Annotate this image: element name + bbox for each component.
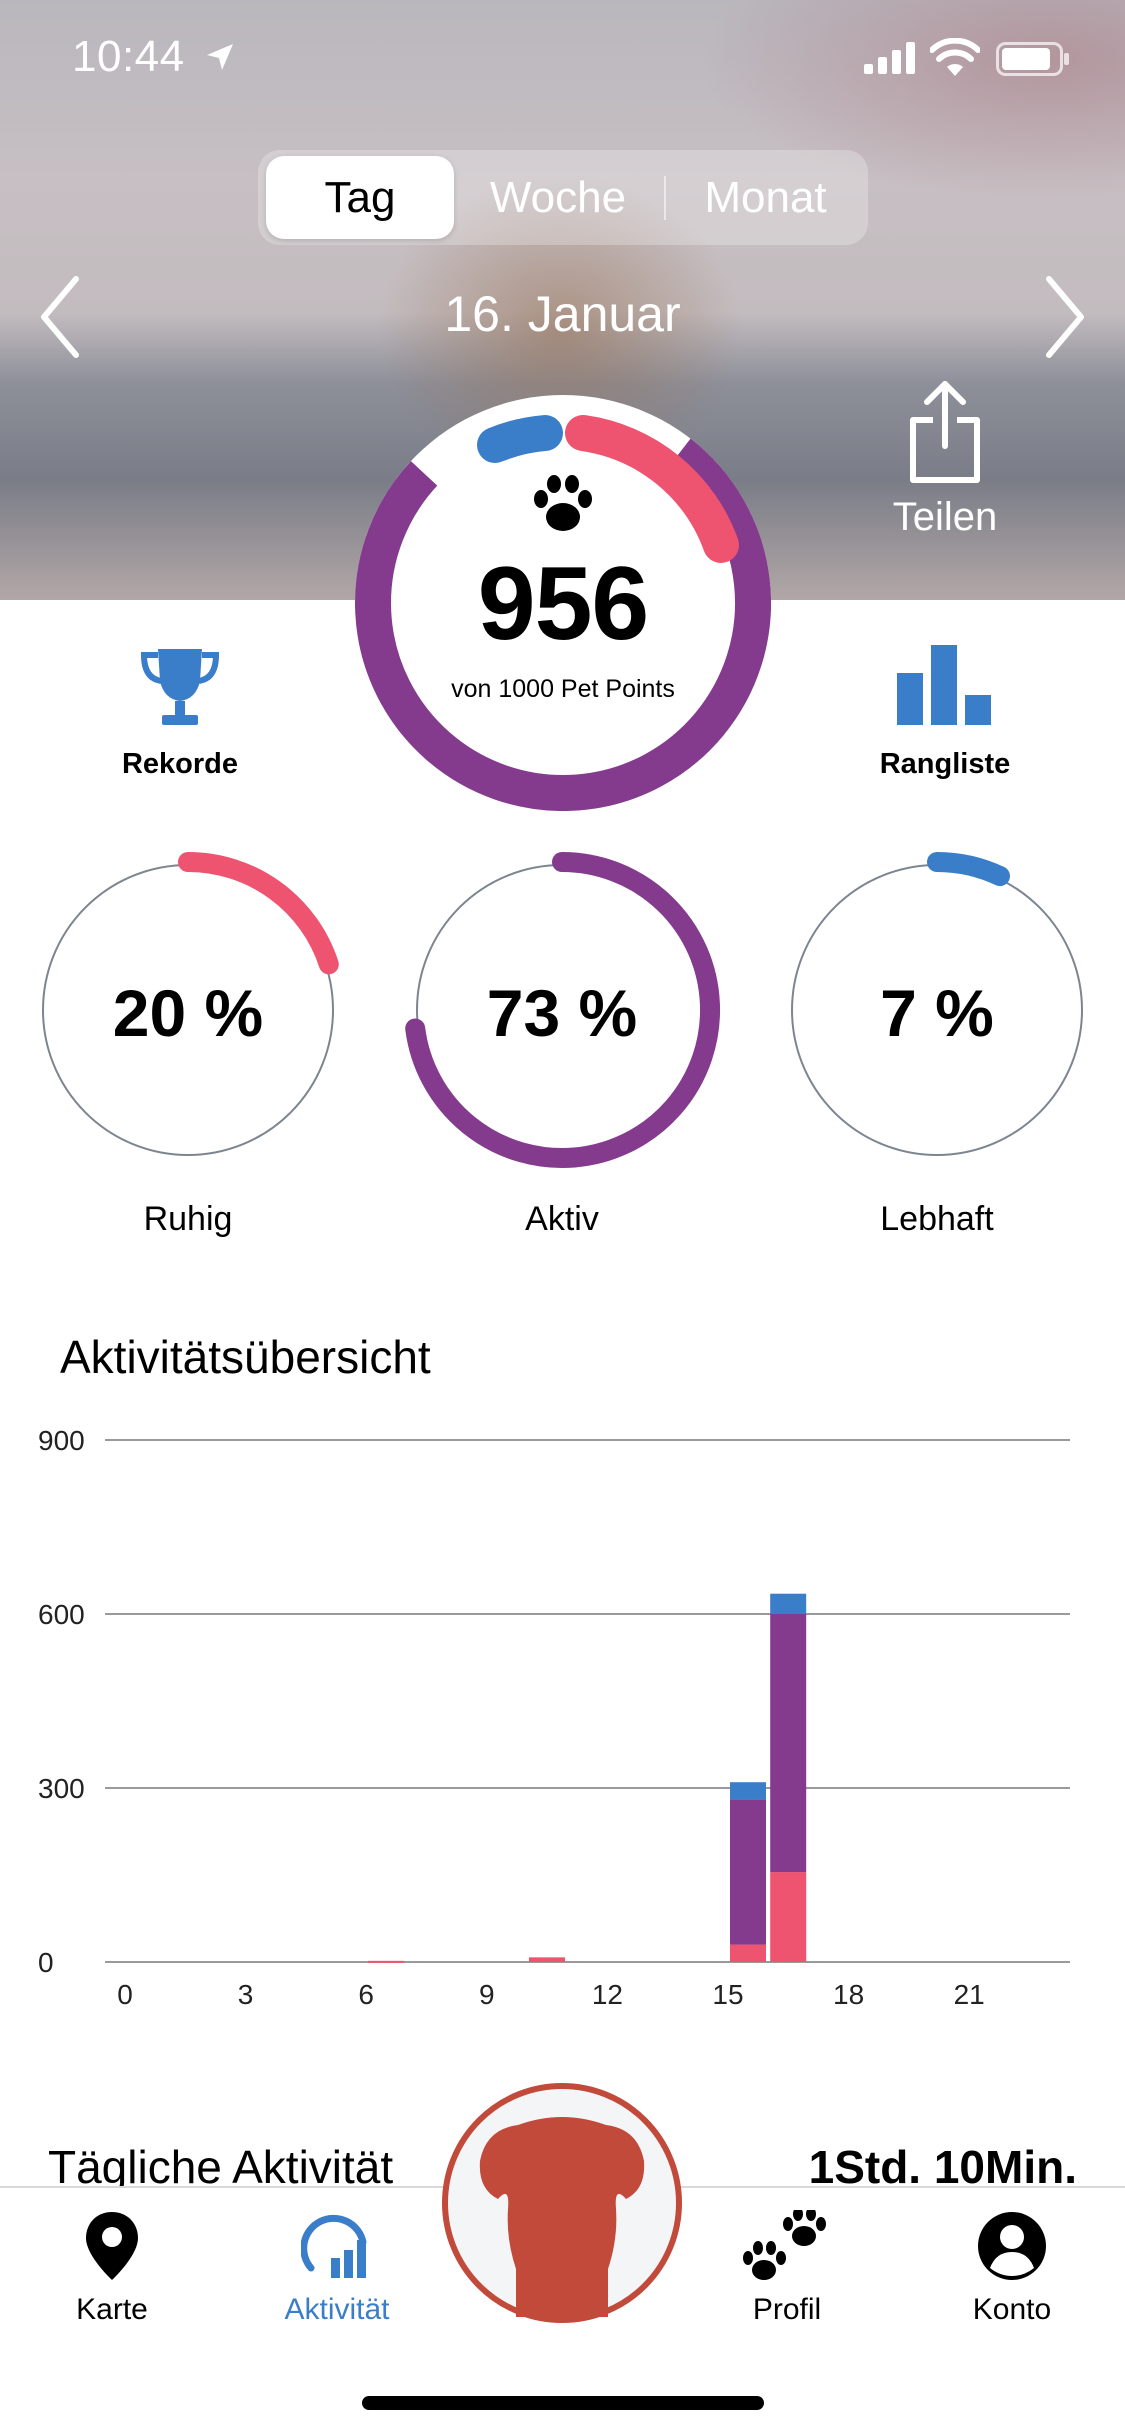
chart-bar (770, 1593, 807, 1614)
chart-bar (770, 1872, 807, 1962)
next-day-chevron-icon[interactable] (1043, 275, 1087, 359)
y-tick-label: 300 (38, 1773, 85, 1804)
paw-icon (534, 475, 592, 531)
status-bar: 10:44 (0, 28, 1125, 88)
dog-center-button[interactable] (442, 2083, 682, 2323)
x-tick-label: 21 (954, 1979, 985, 2010)
ranking-button[interactable]: Rangliste (835, 645, 1055, 781)
records-button[interactable]: Rekorde (70, 645, 290, 781)
y-tick-label: 600 (38, 1599, 85, 1630)
records-label: Rekorde (121, 748, 239, 780)
location-arrow-icon (207, 44, 233, 70)
tab-konto-label: Konto (972, 2293, 1052, 2326)
activity-icon (300, 2214, 367, 2278)
pet-points-progress-arc (355, 438, 771, 811)
ring-aktiv-value: 73 % (486, 976, 638, 1050)
segment-tag[interactable]: Tag (266, 156, 454, 239)
wifi-icon (930, 38, 980, 76)
x-tick-label: 0 (117, 1979, 133, 2010)
x-tick-label: 9 (479, 1979, 495, 2010)
ring-aktiv-label: Aktiv (525, 1200, 599, 1238)
chart-bar (529, 1957, 565, 1962)
share-button[interactable]: Teilen (880, 380, 1010, 540)
cellular-signal-icon (864, 42, 915, 74)
x-tick-label: 3 (238, 1979, 254, 2010)
chart-bar (770, 1614, 807, 1873)
segment-divider (664, 176, 666, 220)
home-indicator (362, 2396, 764, 2410)
ring-ruhig: 20 % Ruhig (28, 850, 348, 1250)
ring-lebhaft: 7 % Lebhaft (777, 850, 1097, 1250)
activity-bar-chart: 900 600 300 0 0 3 6 9 12 15 18 21 (38, 1425, 1070, 2010)
ring-aktiv-chart (405, 852, 721, 1168)
chart-bar (730, 1944, 766, 1962)
ring-ruhig-chart (42, 852, 339, 1156)
battery-icon (996, 42, 1069, 76)
selected-date: 16. Januar (444, 286, 681, 342)
bar-chart-icon (897, 645, 991, 725)
tab-karte-label: Karte (76, 2293, 148, 2326)
period-segmented-control: Tag Woche Monat (258, 150, 868, 245)
share-icon (910, 381, 980, 483)
tab-konto[interactable]: Konto (912, 2210, 1112, 2327)
ranking-label: Rangliste (879, 748, 1011, 780)
trophy-icon (140, 649, 220, 725)
ring-lebhaft-label: Lebhaft (880, 1200, 994, 1238)
chart-title: Aktivitätsübersicht (60, 1331, 431, 1383)
ring-ruhig-arc (178, 852, 339, 975)
ring-aktiv: 73 % Aktiv (402, 850, 722, 1250)
paws-icon (743, 2207, 826, 2280)
tab-aktivitaet-label: Aktivität (284, 2293, 390, 2326)
tab-profil[interactable]: Profil (687, 2207, 887, 2327)
x-tick-label: 15 (712, 1979, 743, 2010)
daily-activity-label: Tägliche Aktivität (48, 2141, 394, 2193)
chart-bar (368, 1960, 405, 1963)
ring-ruhig-label: Ruhig (143, 1200, 233, 1238)
x-tick-label: 18 (833, 1979, 864, 2010)
map-pin-icon (86, 2212, 138, 2280)
tab-aktivitaet[interactable]: Aktivität (237, 2210, 437, 2327)
pet-points-ruhig-arc (565, 415, 739, 563)
pet-points-subtitle: von 1000 Pet Points (451, 675, 675, 703)
daily-activity-value: 1Std. 10Min. (808, 2141, 1077, 2193)
ring-aktiv-arc (405, 852, 721, 1168)
tab-profil-label: Profil (752, 2293, 822, 2326)
segment-monat[interactable]: Monat (704, 173, 827, 222)
pet-points-lebhaft-arc (477, 415, 563, 463)
pet-points-ring (355, 395, 771, 811)
share-label: Teilen (892, 495, 998, 539)
chart-bar (730, 1782, 766, 1800)
ring-ruhig-value: 20 % (112, 976, 264, 1050)
ring-lebhaft-value: 7 % (880, 976, 994, 1050)
segment-woche[interactable]: Woche (489, 173, 627, 222)
previous-day-chevron-icon[interactable] (38, 275, 82, 359)
ring-lebhaft-chart (791, 852, 1083, 1156)
y-tick-label: 0 (38, 1947, 54, 1978)
status-time: 10:44 (72, 32, 185, 81)
ring-lebhaft-arc (927, 852, 1010, 887)
pet-points-center: 956 von 1000 Pet Points (355, 395, 771, 811)
tab-karte[interactable]: Karte (12, 2210, 212, 2327)
y-tick-label: 900 (38, 1425, 85, 1456)
pet-points-value: 956 (477, 546, 650, 662)
chart-bar (730, 1799, 766, 1945)
x-tick-label: 12 (592, 1979, 623, 2010)
account-icon (978, 2212, 1046, 2280)
x-tick-label: 6 (358, 1979, 374, 2010)
dog-icon (479, 2117, 645, 2319)
